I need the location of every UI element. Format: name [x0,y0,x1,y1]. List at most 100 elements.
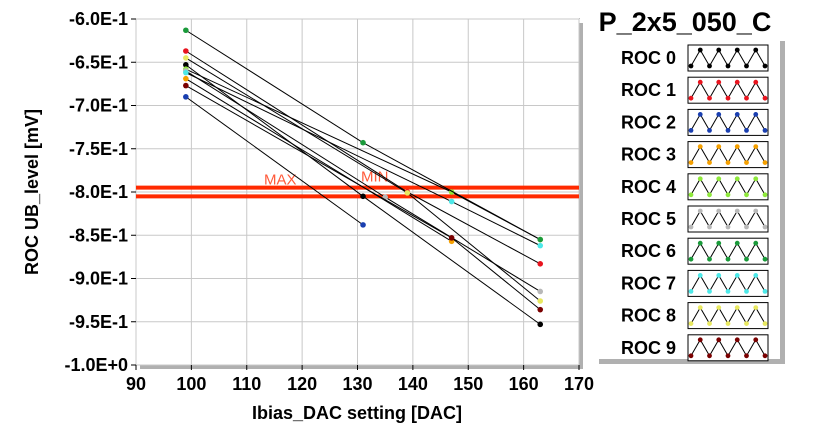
series-line-segment [407,191,541,265]
data-point [537,298,544,304]
legend-swatch-marker [716,144,722,150]
data-point [360,139,366,146]
series-line-segment [185,72,452,202]
x-tick-label: 140 [398,374,428,394]
data-point [183,75,189,82]
legend-swatch-marker [762,160,768,166]
y-tick-label: -7.0E-1 [69,96,128,116]
x-tick-label: 120 [287,374,317,394]
legend-swatch-marker [697,273,703,278]
data-point [448,235,455,241]
legend-label: ROC 5 [621,209,676,229]
data-point [183,94,189,100]
legend-swatch-marker [762,95,768,101]
legend-swatch-marker [725,95,731,101]
series-line-segment [384,196,541,292]
legend-swatch-marker [697,79,703,85]
data-point [537,242,544,249]
legend-swatch-marker [753,144,759,150]
legend-swatch-marker [716,337,722,343]
legend-swatch-marker [716,208,722,214]
legend-swatch-marker [688,192,694,198]
legend-swatch-marker [744,256,749,262]
legend-swatch-marker [725,353,731,359]
legend-swatch-marker [716,176,722,182]
series-line-segment [362,195,541,325]
legend-swatch-marker [753,79,759,85]
legend-swatch-marker [716,273,722,278]
data-point [537,306,544,313]
grid [135,18,580,366]
legend-swatch-marker [688,256,694,262]
x-tick-label: 150 [453,374,483,394]
y-axis-title: ROC UB_level [mV] [22,109,42,275]
data-point [360,193,366,200]
legend-swatch-marker [762,321,768,326]
legend-swatch-marker [725,160,731,166]
legend-label: ROC 1 [621,80,676,100]
legend-swatch-marker [725,256,731,262]
legend-swatch-marker [688,63,694,69]
legend-swatch-marker [744,160,749,166]
series-5 [183,68,544,295]
series-line-segment [185,68,452,193]
series-line-segment [451,201,541,247]
series-line-segment [185,57,408,194]
legend-swatch-marker [707,256,712,262]
series-line-segment [185,50,408,193]
legend-swatch-marker [762,224,768,230]
legend-swatch-marker [744,127,749,133]
legend-swatch-marker [734,337,740,343]
legend-swatch-marker [688,224,694,230]
data-point [183,82,189,89]
data-point [360,222,366,228]
x-tick-label: 110 [232,374,261,394]
legend-swatch-marker [707,289,712,294]
legend-swatch-marker [762,353,768,359]
legend-items: ROC 0 ROC 1 ROC 2 ROC 3 ROC 4 ROC 5 ROC 6 ROC 7… [621,44,769,362]
series-2 [183,94,366,228]
legend-swatch-marker [753,273,759,278]
x-tick-label: 160 [509,374,539,394]
data-point [183,27,189,34]
legend-label: ROC 9 [621,338,676,358]
data-point [183,62,189,68]
legend-swatch-marker [697,240,703,246]
series-line-segment [185,29,364,144]
legend-swatch-marker [688,289,694,294]
legend-swatch-marker [744,353,749,359]
data-point [404,190,411,196]
legend-swatch-marker [734,208,740,214]
legend-swatch-marker [753,305,759,310]
x-tick-label: 170 [564,374,594,394]
legend-swatch-marker [734,112,740,117]
legend-swatch-marker [734,144,740,150]
legend-swatch-marker [753,240,759,246]
legend-swatch-marker [688,95,694,101]
legend-swatch-marker [744,63,749,69]
data-point [537,288,544,295]
x-axis: 90 100 110 120 130 140 150 160 170 [126,365,594,394]
x-axis-title: Ibias_DAC setting [DAC] [252,403,462,423]
legend-swatch-marker [707,95,712,101]
legend-swatch-marker [744,95,749,101]
legend-swatch-marker [753,47,759,53]
legend-swatch-marker [762,289,768,294]
x-tick-label: 100 [176,374,206,394]
legend-swatch-marker [697,47,703,53]
series-line-segment [185,70,386,198]
data-point [183,69,189,76]
legend-swatch-marker [707,321,712,326]
legend-swatch-marker [707,192,712,198]
legend-swatch-marker [762,192,768,198]
legend-swatch-marker [707,353,712,359]
legend-swatch-marker [734,305,740,310]
legend-label: ROC 6 [621,241,676,261]
legend-swatch-marker [744,192,749,198]
legend-swatch-marker [688,353,694,359]
y-tick-label: -8.0E-1 [69,182,128,202]
y-tick-label: -9.0E-1 [69,269,128,289]
legend-swatch-marker [734,240,740,246]
legend-swatch-marker [734,79,740,85]
